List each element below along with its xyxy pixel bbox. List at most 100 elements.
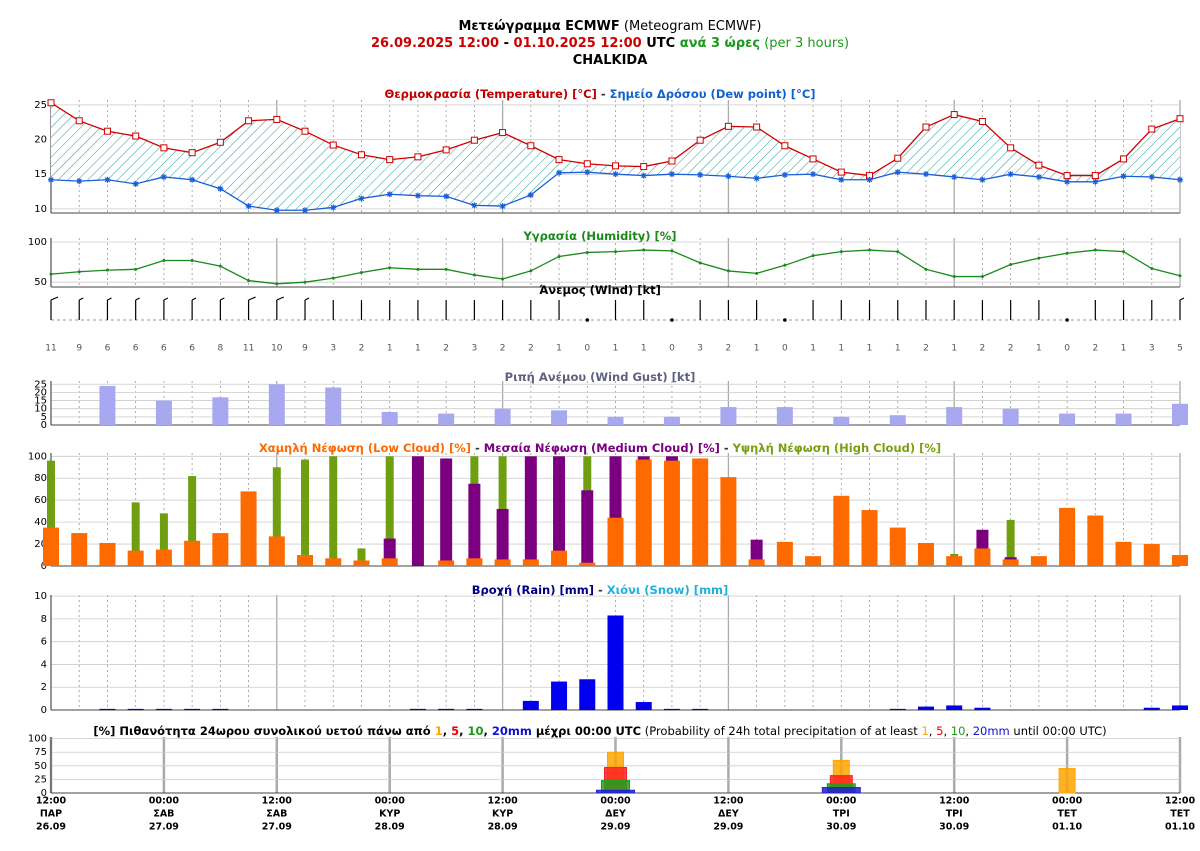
- wind-speed-label: 1: [613, 344, 619, 354]
- marker: [103, 127, 111, 135]
- bar: [720, 407, 737, 425]
- wind-speed-label: 1: [1036, 344, 1042, 354]
- bar: [325, 558, 342, 566]
- marker: [414, 192, 421, 199]
- wind-speed-label: 1: [838, 344, 844, 354]
- bar: [268, 536, 285, 566]
- title: Άνεμος (Wind) [kt]: [539, 283, 661, 297]
- marker: [781, 142, 789, 150]
- bar: [889, 415, 906, 425]
- wind-barb: [783, 318, 787, 322]
- wind-speed-label: 0: [584, 344, 590, 354]
- bar: [663, 460, 680, 566]
- wind-speed-label: 0: [669, 344, 675, 354]
- y-tick-label: 5: [41, 412, 47, 423]
- x-tick-label: 12:00: [262, 796, 293, 807]
- bar: [833, 416, 850, 425]
- marker: [557, 254, 561, 258]
- title-part: Υψηλή Νέφωση (High Cloud) [%]: [732, 441, 942, 455]
- bar: [155, 708, 172, 710]
- bar: [47, 460, 55, 566]
- wind-speed-label: 2: [726, 344, 732, 354]
- marker: [1150, 267, 1154, 271]
- marker: [188, 149, 196, 157]
- wind-speed-label: 3: [472, 344, 478, 354]
- marker: [1178, 274, 1182, 278]
- wind-speed-label: 2: [1092, 344, 1098, 354]
- marker: [48, 176, 54, 183]
- marker: [1063, 172, 1071, 180]
- title-part: Μετεώγραμμα ECMWF: [458, 19, 619, 34]
- bar: [1087, 515, 1104, 566]
- wind-barb: [247, 296, 256, 320]
- marker: [556, 169, 563, 176]
- title-part: -: [499, 36, 513, 51]
- bar: [551, 550, 568, 566]
- marker: [1007, 144, 1015, 152]
- marker: [1177, 176, 1183, 183]
- x-tick-label: 00:00: [826, 796, 857, 807]
- bar: [468, 483, 481, 566]
- y-tick-label: 2: [41, 682, 47, 693]
- bar: [212, 533, 229, 566]
- wind-speed-label: 2: [443, 344, 449, 354]
- marker: [922, 123, 930, 131]
- bar: [663, 416, 680, 425]
- y-tick-label: 8: [41, 614, 47, 625]
- marker: [529, 269, 533, 273]
- marker: [1176, 115, 1184, 123]
- bar: [329, 456, 338, 566]
- bar: [127, 550, 144, 566]
- title-part: UTC: [642, 36, 676, 51]
- marker: [386, 191, 393, 198]
- title: Μετεώγραμμα ECMWF (Meteogram ECMWF): [458, 19, 761, 34]
- bar: [1115, 541, 1132, 566]
- title-part: CHALKIDA: [573, 53, 648, 68]
- bar: [43, 527, 59, 566]
- bar: [776, 541, 793, 566]
- marker: [275, 282, 279, 286]
- marker: [922, 171, 929, 178]
- bar: [524, 456, 537, 566]
- wind-speed-label: 1: [556, 344, 562, 354]
- wind-speed-label: 10: [271, 344, 283, 354]
- prob-bar: [596, 789, 635, 794]
- title-part: -: [597, 87, 610, 101]
- bar: [268, 384, 285, 425]
- bar: [522, 700, 539, 710]
- bar: [494, 559, 511, 566]
- title-part: ,: [965, 724, 972, 738]
- wind-barb: [78, 297, 84, 320]
- y-tick-label: 80: [34, 473, 47, 484]
- x-tick-label: 01.10: [1165, 822, 1195, 833]
- x-tick-label: 27.09: [149, 822, 179, 833]
- marker: [416, 267, 420, 271]
- wind-barb: [1179, 297, 1185, 320]
- bar: [301, 459, 310, 566]
- title-part: (Probability of 24h total precipitation …: [641, 724, 921, 738]
- x-tick-label: ΚΥΡ: [379, 809, 400, 820]
- marker: [245, 203, 252, 210]
- bar: [494, 408, 511, 425]
- title: CHALKIDA: [573, 53, 648, 68]
- bar: [184, 708, 201, 710]
- title-part: Βροχή (Rain) [mm]: [472, 583, 594, 597]
- marker: [527, 191, 534, 198]
- wind-barb: [304, 297, 310, 320]
- title-part: 10: [951, 724, 966, 738]
- bar: [551, 681, 568, 710]
- x-tick-label: 30.09: [939, 822, 969, 833]
- marker: [583, 160, 591, 168]
- marker: [302, 207, 309, 214]
- marker: [696, 136, 704, 144]
- bar: [946, 556, 963, 566]
- marker: [585, 250, 589, 254]
- marker: [950, 111, 958, 119]
- x-tick-label: 12:00: [1165, 796, 1196, 807]
- y-tick-label: 0: [41, 420, 47, 431]
- y-tick-label: 0: [41, 705, 47, 716]
- marker: [386, 156, 394, 164]
- marker: [614, 250, 617, 254]
- x-tick-label: 28.09: [375, 822, 405, 833]
- y-tick-label: 75: [34, 747, 47, 758]
